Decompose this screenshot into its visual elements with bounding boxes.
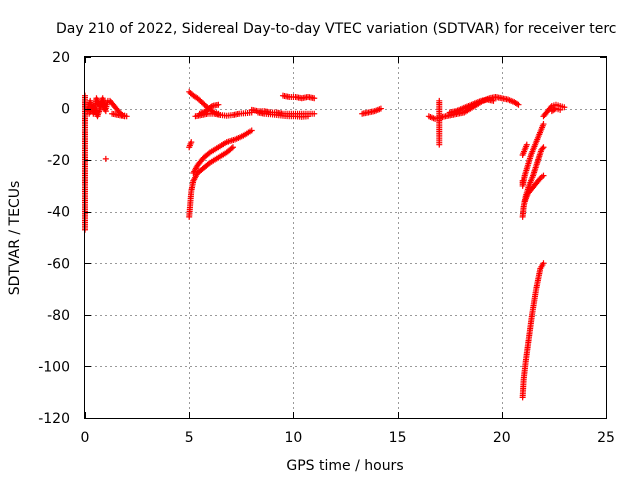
data-point: [188, 139, 195, 146]
data-point: [229, 144, 236, 151]
x-tick-label: 0: [81, 430, 90, 446]
x-tick-label: 5: [185, 430, 194, 446]
data-point: [557, 106, 564, 113]
data-point: [215, 101, 222, 108]
x-tick-label: 25: [597, 430, 615, 446]
data-point: [540, 121, 547, 128]
data-point: [540, 172, 547, 179]
data-point: [540, 144, 547, 151]
y-tick-label: -100: [38, 359, 70, 375]
data-point: [228, 145, 235, 152]
x-axis-label: GPS time / hours: [286, 458, 403, 474]
y-tick-label: -20: [47, 153, 70, 169]
data-point: [311, 95, 318, 102]
y-tick-label: 0: [61, 102, 70, 118]
data-point: [311, 110, 318, 117]
data-point: [377, 105, 384, 112]
data-point: [561, 104, 568, 111]
axis-ticks: [85, 57, 607, 419]
y-tick-label: 20: [52, 50, 70, 66]
data-point: [121, 113, 128, 120]
data-point: [539, 145, 546, 152]
data-point: [547, 104, 554, 111]
data-point: [515, 101, 522, 108]
data-point: [102, 155, 109, 162]
x-tick-label: 10: [284, 430, 302, 446]
y-tick-label: -80: [47, 308, 70, 324]
data-point: [540, 260, 547, 267]
data-points: [82, 88, 568, 401]
data-point: [304, 113, 311, 120]
plot-frame: [84, 56, 607, 419]
grid-lines: [85, 57, 606, 418]
chart-title: Day 210 of 2022, Sidereal Day-to-day VTE…: [56, 21, 616, 37]
x-tick-labels: 0 5 10 15 20 25: [81, 430, 615, 446]
data-point: [248, 127, 255, 134]
data-point: [102, 108, 109, 115]
data-point: [523, 141, 530, 148]
x-tick-label: 15: [389, 430, 407, 446]
y-axis-label: SDTVAR / TECUs: [7, 181, 23, 296]
y-tick-label: -40: [47, 205, 70, 221]
y-tick-label: -120: [38, 411, 70, 427]
data-point: [514, 100, 521, 107]
x-tick-label: 20: [493, 430, 511, 446]
y-tick-labels: 20 0 -20 -40 -60 -80 -100 -120: [38, 50, 70, 427]
data-point: [207, 104, 214, 111]
data-point: [436, 141, 443, 148]
data-point: [490, 97, 497, 104]
y-tick-label: -60: [47, 256, 70, 272]
